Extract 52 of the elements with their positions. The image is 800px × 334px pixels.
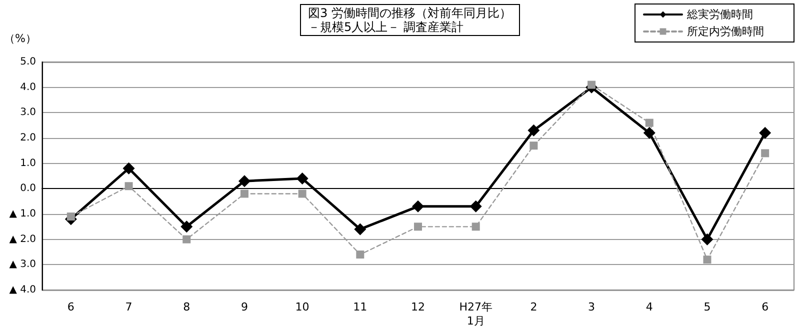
point — [356, 250, 364, 259]
point — [66, 212, 75, 221]
point — [296, 172, 308, 185]
y-tick-label: 3.0 — [20, 107, 36, 118]
y-axis-title: （%） — [4, 32, 36, 45]
x-tick-label: 9 — [240, 300, 248, 314]
x-tick-label: 6 — [762, 300, 769, 314]
point — [645, 118, 654, 127]
point — [472, 222, 480, 231]
chart-title: 図3 労働時間の推移（対前年同月比） — [308, 6, 512, 20]
point — [238, 175, 250, 188]
point — [761, 149, 770, 158]
y-tick-label: ▲ 2.0 — [9, 234, 36, 245]
point — [470, 200, 482, 212]
point — [528, 124, 540, 136]
point — [240, 190, 248, 198]
point — [701, 233, 714, 246]
point — [122, 162, 135, 174]
x-tick-label: 11 — [353, 300, 368, 314]
point — [703, 256, 712, 264]
y-tick-label: ▲ 1.0 — [9, 208, 36, 220]
legend-label: 所定内労働時間 — [687, 25, 764, 38]
x-tick-label: 7 — [125, 300, 132, 314]
x-tick-label: 10 — [295, 300, 310, 314]
x-tick-label: 2 — [530, 300, 538, 314]
point — [414, 222, 422, 231]
x-tick-label: 4 — [646, 300, 653, 314]
chart-subtitle: －規模5人以上－ 調査産業計 — [308, 20, 464, 34]
point — [759, 126, 772, 139]
point — [412, 200, 424, 212]
y-tick-label: 2.0 — [20, 132, 36, 144]
y-tick-label: 0.0 — [20, 183, 36, 194]
y-tick-label: 5.0 — [20, 56, 36, 68]
point — [180, 220, 193, 233]
x-tick-label: 3 — [588, 300, 596, 314]
x-tick-label: 8 — [183, 300, 190, 314]
point — [354, 223, 366, 236]
y-tick-label: ▲ 4.0 — [9, 284, 36, 296]
point — [588, 80, 596, 89]
point — [530, 142, 538, 150]
x-tick-label: 5 — [704, 300, 711, 314]
point — [298, 190, 306, 198]
legend-label: 総実労働時間 — [686, 8, 753, 21]
y-tick-label: 1.0 — [20, 158, 36, 169]
point — [182, 235, 191, 244]
x-tick-label: 12 — [411, 300, 425, 314]
x-tick-label: 6 — [67, 300, 74, 314]
y-tick-label: ▲ 3.0 — [9, 259, 36, 270]
point — [124, 182, 133, 190]
point — [643, 126, 656, 139]
x-tick-label: H27年 1月 — [459, 300, 492, 328]
y-tick-label: 4.0 — [20, 82, 36, 93]
